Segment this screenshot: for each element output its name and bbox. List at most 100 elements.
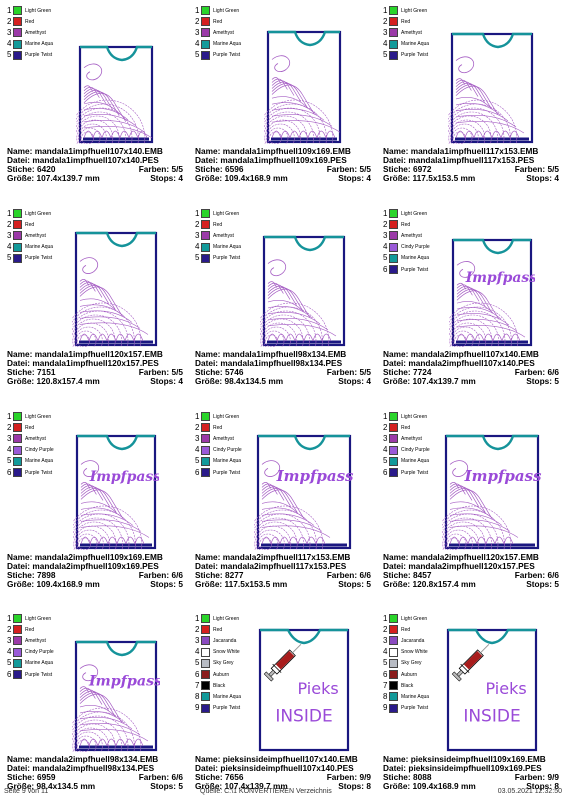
stiche-label: Stiche:	[195, 164, 223, 174]
datei-label: Datei:	[195, 763, 219, 773]
legend-row: 2 Red	[195, 16, 241, 27]
legend-number: 1	[7, 613, 12, 623]
stops-label: Stops:	[150, 781, 177, 791]
color-swatch	[201, 231, 210, 241]
legend-number: 2	[7, 624, 12, 634]
legend-row: 3 Amethyst	[383, 230, 430, 241]
legend-row: 5 Purple Twist	[7, 50, 53, 61]
legend-color-name: Red	[213, 18, 223, 25]
stiche-field: Stiche: 8277	[195, 571, 243, 580]
embroidery-design-preview: Pieks INSIDE	[256, 624, 352, 757]
stiche-value: 7898	[36, 570, 56, 580]
legend-number: 4	[7, 647, 12, 657]
name-field: Name: mandala1impfhuell117x153.EMB	[383, 147, 538, 156]
name-field: Name: pieksinsideimpfhuell109x169.EMB	[383, 755, 546, 764]
name-row: Name: mandala1impfhuell98x134.EMB	[195, 350, 371, 359]
legend-color-name: Purple Twist	[213, 469, 241, 476]
groesse-field: Größe: 117.5x153.5 mm	[195, 580, 287, 589]
color-swatch	[201, 445, 210, 455]
datei-label: Datei:	[7, 358, 31, 368]
legend-row: 4 Snow White	[383, 647, 429, 658]
color-swatch	[389, 614, 398, 624]
stops-field: Stops: 5	[150, 580, 183, 589]
groesse-field: Größe: 107.4x139.7 mm	[195, 782, 288, 791]
datei-field: Datei: pieksinsideimpfhuell107x140.PES	[195, 764, 354, 773]
stops-field: Stops: 8	[338, 782, 371, 791]
datei-label: Datei:	[195, 561, 219, 571]
legend-row: 1 Light Green	[195, 411, 242, 422]
legend-number: 3	[195, 27, 200, 37]
pocket-outline	[446, 628, 538, 752]
groesse-label: Größe:	[7, 173, 35, 183]
name-value: mandala2impfhuell98x134.EMB	[34, 754, 159, 764]
legend-row: 2 Red	[383, 422, 430, 433]
groesse-field: Größe: 120.8x157.4 mm	[7, 377, 100, 386]
legend-color-name: Light Green	[401, 210, 428, 217]
syringe-graphic	[263, 643, 302, 682]
pocket-outline	[74, 640, 158, 752]
stiche-row: Stiche: 8457 Farben: 6/6	[383, 571, 559, 580]
legend-row: 1 Light Green	[383, 613, 429, 624]
farben-field: Farben: 6/6	[139, 571, 183, 580]
color-legend: 1 Light Green 2 Red 3 Amethyst 4 Marine Aqua 5 Pu…	[195, 208, 241, 264]
stops-field: Stops: 4	[338, 174, 371, 183]
name-row: Name: mandala1impfhuell107x140.EMB	[7, 147, 183, 156]
datei-row: Datei: pieksinsideimpfhuell107x140.PES	[195, 764, 371, 773]
farben-value: 5/5	[359, 367, 371, 377]
stops-field: Stops: 5	[338, 580, 371, 589]
farben-value: 6/6	[171, 570, 183, 580]
legend-color-name: Snow White	[401, 649, 428, 656]
name-field: Name: mandala1impfhuell107x140.EMB	[7, 147, 163, 156]
stiche-label: Stiche:	[383, 367, 411, 377]
farben-value: 9/9	[359, 772, 371, 782]
stops-field: Stops: 5	[526, 580, 559, 589]
legend-row: 6 Purple Twist	[195, 467, 242, 478]
legend-color-name: Sky Grey	[401, 660, 422, 667]
color-swatch	[201, 456, 210, 466]
legend-row: 5 Purple Twist	[195, 50, 241, 61]
legend-number: 4	[7, 445, 12, 455]
legend-row: 4 Snow White	[195, 647, 241, 658]
legend-number: 5	[7, 658, 12, 668]
groesse-value: 98.4x134.5 mm	[36, 781, 96, 791]
pocket-top-trim	[76, 231, 156, 248]
legend-row: 5 Sky Grey	[383, 658, 429, 669]
color-swatch	[201, 670, 210, 680]
design-cell: 1 Light Green 2 Red 3 Amethyst 4 Cindy Purple 5 M…	[376, 203, 561, 398]
legend-color-name: Light Green	[25, 413, 52, 420]
groesse-label: Größe:	[383, 173, 411, 183]
pocket-outline	[451, 238, 533, 347]
name-field: Name: mandala2impfhuell117x153.EMB	[195, 553, 350, 562]
legend-row: 4 Cindy Purple	[7, 647, 54, 658]
name-value: pieksinsideimpfhuell107x140.EMB	[222, 754, 358, 764]
legend-number: 3	[383, 635, 388, 645]
stiche-value: 7656	[224, 772, 244, 782]
legend-color-name: Cindy Purple	[401, 244, 430, 251]
stiche-label: Stiche:	[383, 772, 411, 782]
legend-row: 1 Light Green	[383, 208, 430, 219]
stiche-field: Stiche: 7151	[7, 368, 55, 377]
legend-number: 3	[383, 27, 388, 37]
legend-row: 1 Light Green	[7, 613, 54, 624]
legend-number: 4	[383, 647, 388, 657]
legend-color-name: Amethyst	[25, 232, 46, 239]
color-swatch	[13, 17, 22, 27]
legend-color-name: Amethyst	[213, 435, 234, 442]
color-swatch	[201, 703, 210, 713]
name-row: Name: mandala2impfhuell120x157.EMB	[383, 553, 559, 562]
legend-number: 2	[383, 422, 388, 432]
legend-number: 9	[383, 703, 388, 713]
legend-number: 4	[195, 39, 200, 49]
stiche-field: Stiche: 6596	[195, 165, 243, 174]
color-legend: 1 Light Green 2 Red 3 Amethyst 4 Cindy Purple 5 M…	[7, 411, 54, 478]
stops-value: 5	[178, 781, 183, 791]
legend-number: 4	[195, 445, 200, 455]
stops-label: Stops:	[150, 579, 177, 589]
groesse-row: Größe: 117.5x153.5 mm Stops: 5	[195, 580, 371, 589]
name-value: mandala1impfhuell117x153.EMB	[410, 146, 539, 156]
stops-value: 4	[554, 173, 559, 183]
name-label: Name:	[383, 349, 409, 359]
name-field: Name: mandala2impfhuell120x157.EMB	[383, 553, 539, 562]
name-row: Name: pieksinsideimpfhuell107x140.EMB	[195, 755, 371, 764]
datei-row: Datei: mandala2impfhuell120x157.PES	[383, 562, 559, 571]
